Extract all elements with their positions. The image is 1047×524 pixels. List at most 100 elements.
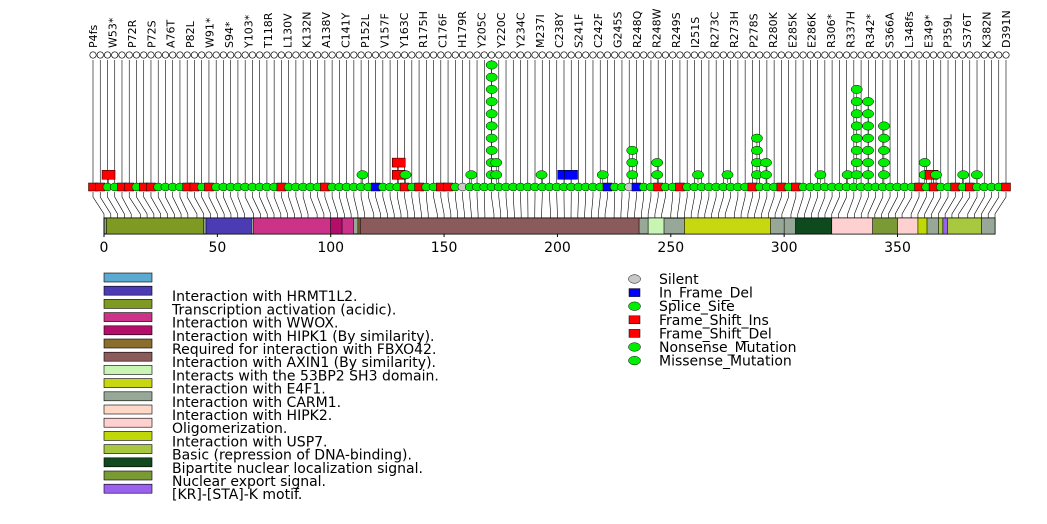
mutation-label: C242F — [592, 13, 605, 48]
mutation-legend-swatch — [628, 329, 641, 338]
label-anchor-circle — [285, 51, 293, 59]
mutation-label: E285K — [786, 12, 799, 48]
stacked-mutation-marker — [485, 133, 498, 143]
label-anchor-circle — [509, 51, 517, 59]
mutation-label: R249S — [670, 12, 683, 48]
label-anchor-circle — [995, 51, 1003, 59]
position-connector — [740, 192, 746, 218]
domain-legend-label: Bipartite nuclear localization signal. — [172, 461, 423, 477]
position-connector — [273, 192, 282, 218]
label-anchor-circle — [379, 51, 387, 59]
label-anchor-circle — [234, 51, 242, 59]
position-connector — [831, 192, 840, 218]
position-connector — [324, 192, 332, 218]
stacked-mutation-marker — [850, 145, 863, 155]
position-connector — [774, 192, 782, 218]
position-connector — [684, 192, 688, 218]
mutation-label: K382N — [981, 12, 994, 48]
label-anchor-circle — [814, 51, 822, 59]
domain-legend-swatch — [103, 391, 153, 402]
domain-legend-swatch — [103, 338, 153, 349]
label-anchor-circle — [227, 51, 235, 59]
domain-legend-swatch — [103, 365, 153, 375]
position-connector — [288, 192, 295, 218]
label-anchor-circle — [89, 51, 97, 59]
label-anchor-circle — [343, 51, 351, 59]
domain-legend-label: Oligomerization. — [172, 421, 287, 437]
label-anchor-circle — [299, 51, 307, 59]
position-connector — [433, 192, 438, 218]
mutation-legend-label: Frame_Shift_Del — [659, 326, 772, 342]
mutation-label: R248Q — [631, 10, 644, 48]
domain-legend-label: Interaction with HRMT1L2. — [172, 289, 358, 305]
mutation-label: S376T — [961, 13, 974, 48]
position-connector — [99, 192, 112, 218]
mutation-label: P72S — [145, 20, 158, 48]
label-anchor-circle — [632, 51, 641, 59]
mutation-label: S241F — [573, 14, 586, 48]
label-anchor-circle — [901, 51, 909, 59]
label-anchor-circle — [219, 51, 227, 59]
position-connector — [994, 192, 1007, 218]
domain-legend-label: Interaction with WWOX. — [172, 316, 338, 332]
position-connector — [767, 192, 775, 218]
position-connector — [817, 192, 826, 218]
position-connector — [114, 192, 125, 218]
stacked-mutation-marker — [862, 133, 874, 143]
label-anchor-circle — [966, 51, 974, 59]
stacked-mutation-marker — [485, 145, 498, 155]
stacked-mutation-marker — [760, 170, 772, 180]
stacked-mutation-marker — [626, 158, 639, 168]
domain-segment — [253, 217, 354, 235]
domain-legend-swatch — [103, 457, 153, 468]
label-anchor-circle — [980, 51, 988, 59]
mutation-label: E349* — [922, 14, 935, 48]
label-anchor-circle — [654, 51, 662, 59]
position-connector — [107, 192, 118, 218]
label-anchor-circle — [350, 51, 358, 59]
position-connector — [483, 192, 486, 218]
mutation-marker-group — [88, 60, 1011, 192]
position-connector — [910, 192, 920, 218]
label-anchor-circle — [430, 51, 438, 59]
domain-segment — [105, 217, 205, 235]
stacked-mutation-marker — [692, 170, 704, 180]
stacked-mutation-marker — [490, 158, 503, 168]
label-anchor-circle — [611, 51, 619, 59]
mutation-label: K132N — [301, 12, 314, 48]
mutation-label: S94* — [223, 21, 236, 48]
label-anchor-circle — [741, 51, 749, 59]
position-connector — [476, 192, 479, 218]
axis-tick-label: 300 — [771, 240, 798, 256]
mutation-legend-label: Missense_Mutation — [659, 354, 792, 370]
label-anchor-circle — [487, 51, 496, 59]
domain-legend-label: Required for interaction with FBXO42. — [172, 342, 436, 358]
position-connector — [455, 192, 458, 218]
label-anchor-circle — [198, 51, 206, 59]
mutation-label: P82L — [184, 20, 197, 48]
position-connector — [811, 192, 818, 218]
label-anchor-circle — [132, 51, 141, 59]
label-anchor-circle — [118, 51, 126, 59]
domain-legend-label: Basic (repression of DNA-binding). — [172, 448, 412, 464]
label-anchor-circle — [183, 51, 191, 59]
position-connector — [697, 192, 702, 218]
label-anchor-circle — [806, 51, 814, 59]
mutation-label: R337H — [845, 11, 858, 48]
mutation-label: E286K — [806, 12, 819, 48]
position-connector — [266, 192, 275, 218]
mutation-label: R248W — [650, 8, 663, 48]
position-connector — [944, 192, 956, 218]
domain-legend-label: Interaction with HIPK2. — [172, 408, 332, 424]
position-connector — [143, 192, 155, 218]
mutation-legend-label: Frame_Shift_Ins — [659, 313, 769, 329]
label-anchor-circle — [328, 51, 336, 59]
stacked-mutation-marker — [101, 170, 116, 180]
label-anchor-circle — [545, 51, 554, 59]
mutation-label: R306* — [825, 13, 838, 48]
position-connector — [382, 192, 388, 218]
domain-segment — [359, 217, 640, 235]
domain-legend-swatch — [103, 444, 153, 454]
mutation-label: R175H — [417, 11, 430, 48]
axis-tick-label: 50 — [208, 240, 226, 256]
